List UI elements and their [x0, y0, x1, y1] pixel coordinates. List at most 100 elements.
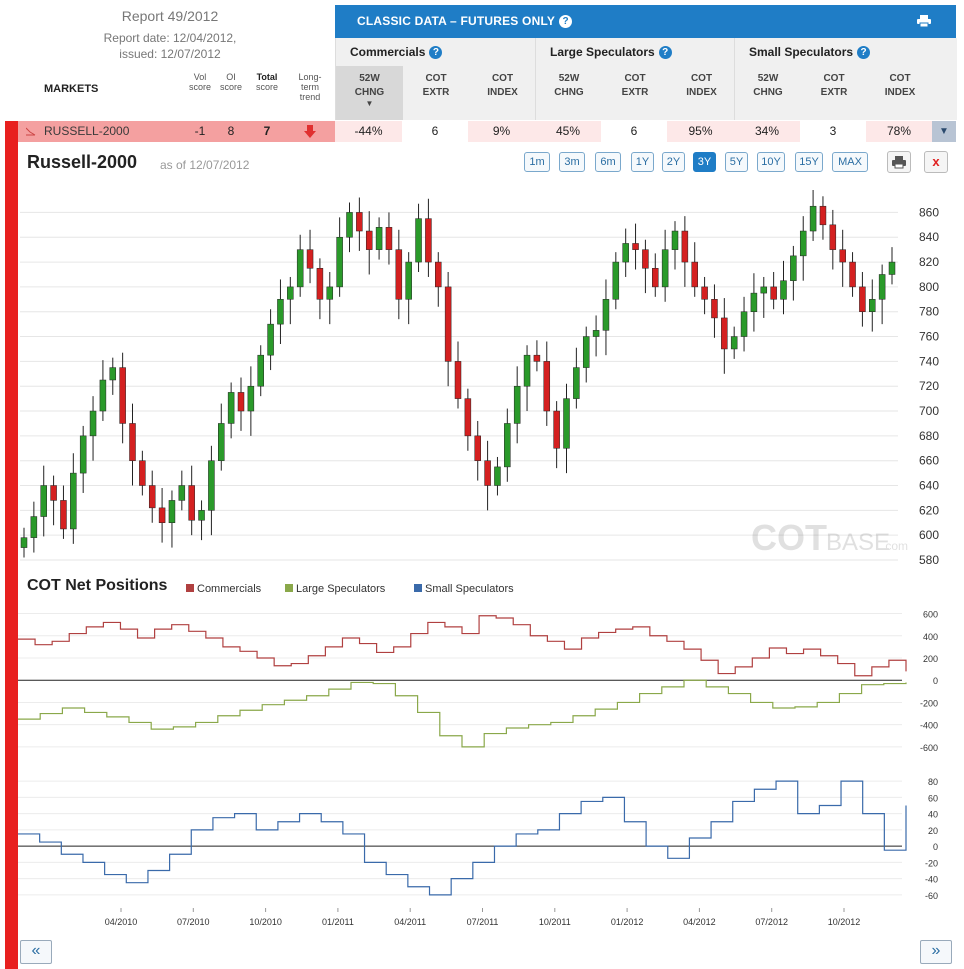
- candle-body: [168, 500, 176, 524]
- sub-header-line: COT: [491, 73, 514, 84]
- watermark-sub: BASE: [826, 529, 890, 556]
- help-icon[interactable]: ?: [429, 46, 443, 59]
- candle-body: [563, 398, 570, 449]
- vol-score-header[interactable]: Vol score: [186, 72, 214, 92]
- candle-body: [523, 354, 531, 387]
- x-tick-label: 07/2012: [755, 917, 788, 927]
- large-speculators-group-header: Large Speculators? 52W CHNG COT EXTR COT IN…: [535, 38, 735, 120]
- price-tick-label: 800: [919, 280, 939, 294]
- range-button-15y[interactable]: 15Y: [795, 152, 823, 172]
- oi-score-header-line2: score: [219, 82, 242, 92]
- commercials-cot-extr-header[interactable]: COT EXTR: [403, 72, 469, 100]
- candle-body: [661, 249, 669, 288]
- sub-header-line: COT: [624, 73, 646, 84]
- legend-commercials[interactable]: Commercials: [186, 583, 261, 595]
- candle-body: [622, 243, 629, 263]
- large-spec-52w-chng-header[interactable]: 52W CHNG: [536, 72, 602, 100]
- long-term-trend-header[interactable]: Long- term trend: [292, 72, 328, 102]
- commercials-cot-index-header[interactable]: COT INDEX: [469, 72, 536, 100]
- candle-body: [829, 224, 837, 250]
- price-axis-labels: 860 840 820 800 780 760 740 720 700 680 660 640 620 6…: [919, 205, 939, 567]
- total-score-header[interactable]: Total score: [250, 72, 284, 92]
- range-button-3m[interactable]: 3m: [559, 152, 585, 172]
- printer-icon[interactable]: [917, 15, 931, 27]
- candle-body: [148, 485, 156, 509]
- sub-header-line: CHNG: [554, 87, 584, 98]
- market-indicator-bar: [5, 121, 18, 969]
- close-chart-button[interactable]: x: [924, 151, 948, 173]
- candle-body: [415, 218, 422, 263]
- large-cot-index-value: 95%: [667, 121, 734, 142]
- candle-body: [740, 311, 748, 337]
- sub-header-line: 52W: [558, 73, 580, 84]
- candle-body: [711, 299, 718, 319]
- range-button-2y[interactable]: 2Y: [662, 152, 685, 172]
- cot-net-chart[interactable]: 6004002000-200-400-600806040200-20-40-60…: [18, 598, 960, 938]
- candle-body: [444, 286, 452, 362]
- range-button-5y[interactable]: 5Y: [725, 152, 748, 172]
- candle-body: [573, 367, 580, 399]
- price-chart[interactable]: COT BASE .com 860 840 820 800 780 760 740 720 70…: [18, 190, 960, 570]
- market-row-russell-2000[interactable]: RUSSELL-2000 -1 8 7 -44% 6 9% 45% 6 95% …: [18, 121, 956, 142]
- oi-score-value: 8: [227, 124, 235, 138]
- candle-body: [129, 423, 136, 461]
- comm-cot-index-value: 9%: [468, 121, 535, 142]
- x-tick-label: 10/2011: [539, 917, 571, 927]
- commercials-title-text: Commercials: [350, 45, 426, 59]
- print-chart-button[interactable]: [887, 151, 911, 173]
- market-name[interactable]: RUSSELL-2000: [44, 124, 130, 138]
- vol-score-header-line1: Vol: [193, 72, 207, 82]
- candle-body: [257, 354, 264, 387]
- candle-body: [632, 243, 639, 250]
- next-market-button[interactable]: »: [920, 940, 952, 964]
- price-tick-label: 640: [919, 479, 939, 493]
- legend-large-speculators[interactable]: Large Speculators: [285, 583, 385, 595]
- small-spec-cot-extr-header[interactable]: COT EXTR: [801, 72, 867, 100]
- candle-body: [721, 317, 728, 350]
- sub-header-line: COT: [823, 73, 845, 84]
- banner-title: CLASSIC DATA – FUTURES ONLY?: [357, 14, 573, 28]
- price-tick-label: 720: [919, 379, 939, 393]
- candle-body: [859, 286, 866, 312]
- range-button-6m[interactable]: 6m: [595, 152, 621, 172]
- sub-header-line: EXTR: [422, 87, 450, 98]
- legend-small-speculators[interactable]: Small Speculators: [414, 583, 514, 595]
- range-button-1m[interactable]: 1m: [524, 152, 550, 172]
- range-button-10y[interactable]: 10Y: [757, 152, 785, 172]
- help-icon[interactable]: ?: [658, 46, 672, 59]
- candle-body: [888, 261, 896, 275]
- small-spec-cot-index-header[interactable]: COT INDEX: [867, 72, 933, 100]
- legend-swatch: [414, 584, 422, 592]
- candle-body: [592, 330, 600, 337]
- total-score-value: 7: [263, 124, 271, 138]
- candle-body: [780, 280, 787, 300]
- x-tick-label: 07/2010: [177, 917, 210, 927]
- candle-body: [119, 367, 126, 424]
- previous-market-button[interactable]: «: [20, 940, 52, 964]
- candle-body: [760, 286, 768, 294]
- watermark-tld: .com: [882, 539, 908, 553]
- sub-header-line: CHNG: [354, 87, 385, 98]
- sub-header-line: INDEX: [686, 87, 717, 98]
- x-tick-label: 10/2010: [249, 917, 282, 927]
- candle-body: [484, 460, 491, 486]
- large-spec-cot-index-header[interactable]: COT INDEX: [668, 72, 735, 100]
- commercials-52w-chng-header[interactable]: 52W CHNG ▼: [336, 66, 403, 120]
- small-cot-extr-value: 3: [829, 124, 837, 138]
- candle-body: [790, 255, 797, 281]
- report-date: Report date: 12/04/2012, issued: 12/07/2…: [0, 30, 340, 62]
- small-spec-52w-chng-header[interactable]: 52W CHNG: [735, 72, 801, 100]
- help-icon[interactable]: ?: [559, 15, 573, 28]
- range-button-3y[interactable]: 3Y: [693, 152, 716, 172]
- banner-title-text: CLASSIC DATA – FUTURES ONLY: [357, 14, 556, 28]
- range-button-1y[interactable]: 1Y: [631, 152, 654, 172]
- long-term-header-line1: Long-: [298, 72, 322, 82]
- collapse-row-icon[interactable]: ▼: [932, 121, 956, 142]
- oi-score-header[interactable]: OI score: [217, 72, 245, 92]
- help-icon[interactable]: ?: [857, 46, 871, 59]
- price-tick-label: 580: [919, 553, 939, 567]
- large-spec-cot-extr-header[interactable]: COT EXTR: [602, 72, 668, 100]
- candle-body: [730, 336, 738, 350]
- oi-score-header-line1: OI: [226, 72, 236, 82]
- range-button-max[interactable]: MAX: [832, 152, 868, 172]
